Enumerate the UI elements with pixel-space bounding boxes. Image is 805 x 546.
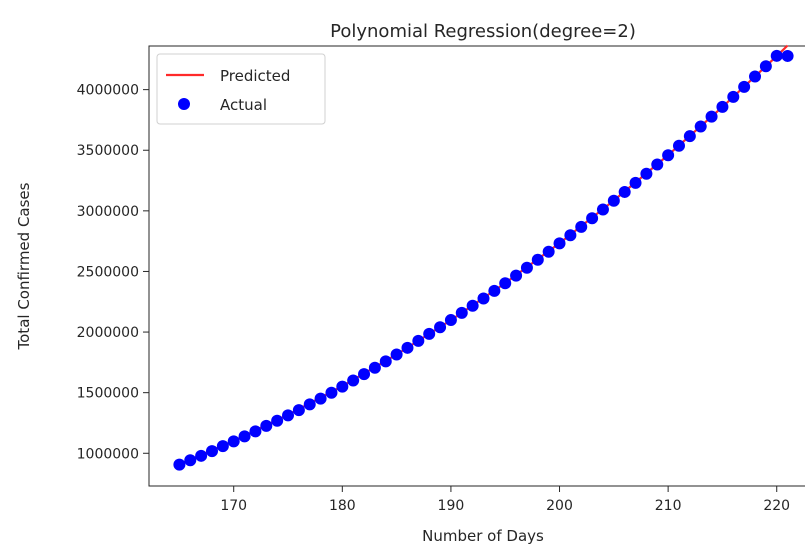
y-axis: 1000000 1500000 2000000 2500000 3000000 35000… xyxy=(77,83,149,462)
x-axis-label: Number of Days xyxy=(422,527,544,545)
actual-point xyxy=(510,269,523,282)
actual-point xyxy=(455,306,468,319)
actual-point xyxy=(249,425,262,438)
actual-point xyxy=(173,458,186,471)
actual-point xyxy=(358,368,371,381)
actual-point xyxy=(292,404,305,417)
actual-point xyxy=(434,321,447,334)
actual-point xyxy=(499,277,512,290)
actual-point xyxy=(694,120,707,133)
x-tick-label: 220 xyxy=(763,498,790,514)
actual-point xyxy=(477,292,490,305)
legend-actual-swatch xyxy=(178,98,190,110)
actual-point xyxy=(672,139,685,152)
actual-point xyxy=(390,348,403,361)
actual-point xyxy=(444,314,457,327)
chart-title: Polynomial Regression(degree=2) xyxy=(330,21,636,42)
actual-point xyxy=(205,445,218,458)
actual-point xyxy=(423,327,436,340)
x-axis: 170 180 190 200 210 220 xyxy=(220,486,790,514)
actual-point xyxy=(662,149,675,162)
plot-area xyxy=(148,45,805,487)
actual-point xyxy=(325,386,338,399)
actual-point xyxy=(314,392,327,405)
x-tick-label: 180 xyxy=(329,498,356,514)
actual-point xyxy=(596,203,609,216)
actual-point xyxy=(716,100,729,113)
actual-point xyxy=(303,398,316,411)
x-tick-label: 200 xyxy=(546,498,573,514)
actual-point xyxy=(520,261,533,274)
actual-point xyxy=(629,176,642,189)
x-tick-label: 210 xyxy=(655,498,682,514)
actual-point xyxy=(531,253,544,266)
actual-point xyxy=(282,409,295,422)
actual-point xyxy=(488,284,501,297)
actual-point xyxy=(260,419,273,432)
legend: Predicted Actual xyxy=(156,53,326,125)
actual-point xyxy=(238,430,251,443)
y-tick-label: 2500000 xyxy=(77,264,139,280)
actual-point xyxy=(575,220,588,233)
actual-point xyxy=(347,374,360,387)
y-tick-label: 3000000 xyxy=(77,204,139,220)
actual-point xyxy=(586,212,599,225)
legend-box xyxy=(156,53,326,125)
y-tick-label: 1000000 xyxy=(77,446,139,462)
actual-point xyxy=(542,245,555,258)
x-tick-label: 170 xyxy=(220,498,247,514)
actual-point xyxy=(738,80,751,93)
y-tick-label: 3500000 xyxy=(77,143,139,159)
actual-point xyxy=(271,414,284,427)
y-tick-label: 2000000 xyxy=(77,325,139,341)
legend-predicted-label: Predicted xyxy=(220,67,290,85)
x-tick-label: 190 xyxy=(438,498,465,514)
actual-point xyxy=(216,440,229,453)
actual-point xyxy=(770,49,783,62)
actual-point xyxy=(618,185,631,198)
actual-point xyxy=(607,194,620,207)
actual-point xyxy=(683,130,696,143)
actual-point xyxy=(466,299,479,312)
actual-point xyxy=(640,167,653,180)
y-tick-label: 1500000 xyxy=(77,386,139,402)
actual-point xyxy=(336,380,349,393)
y-axis-label: Total Confirmed Cases xyxy=(15,182,33,350)
actual-point xyxy=(184,454,197,467)
actual-point xyxy=(749,70,762,83)
actual-series xyxy=(173,49,794,471)
actual-point xyxy=(227,435,240,448)
actual-point xyxy=(651,158,664,171)
actual-point xyxy=(379,355,392,368)
plot-frame xyxy=(148,45,805,487)
legend-actual-label: Actual xyxy=(220,96,267,114)
actual-point xyxy=(759,60,772,73)
y-tick-label: 4000000 xyxy=(77,83,139,99)
actual-point xyxy=(727,90,740,103)
actual-point xyxy=(553,237,566,250)
actual-point xyxy=(195,449,208,462)
actual-point xyxy=(564,229,577,242)
actual-point xyxy=(401,341,414,354)
actual-point xyxy=(781,49,794,62)
actual-point xyxy=(368,361,381,374)
actual-point xyxy=(412,334,425,347)
actual-point xyxy=(705,110,718,123)
